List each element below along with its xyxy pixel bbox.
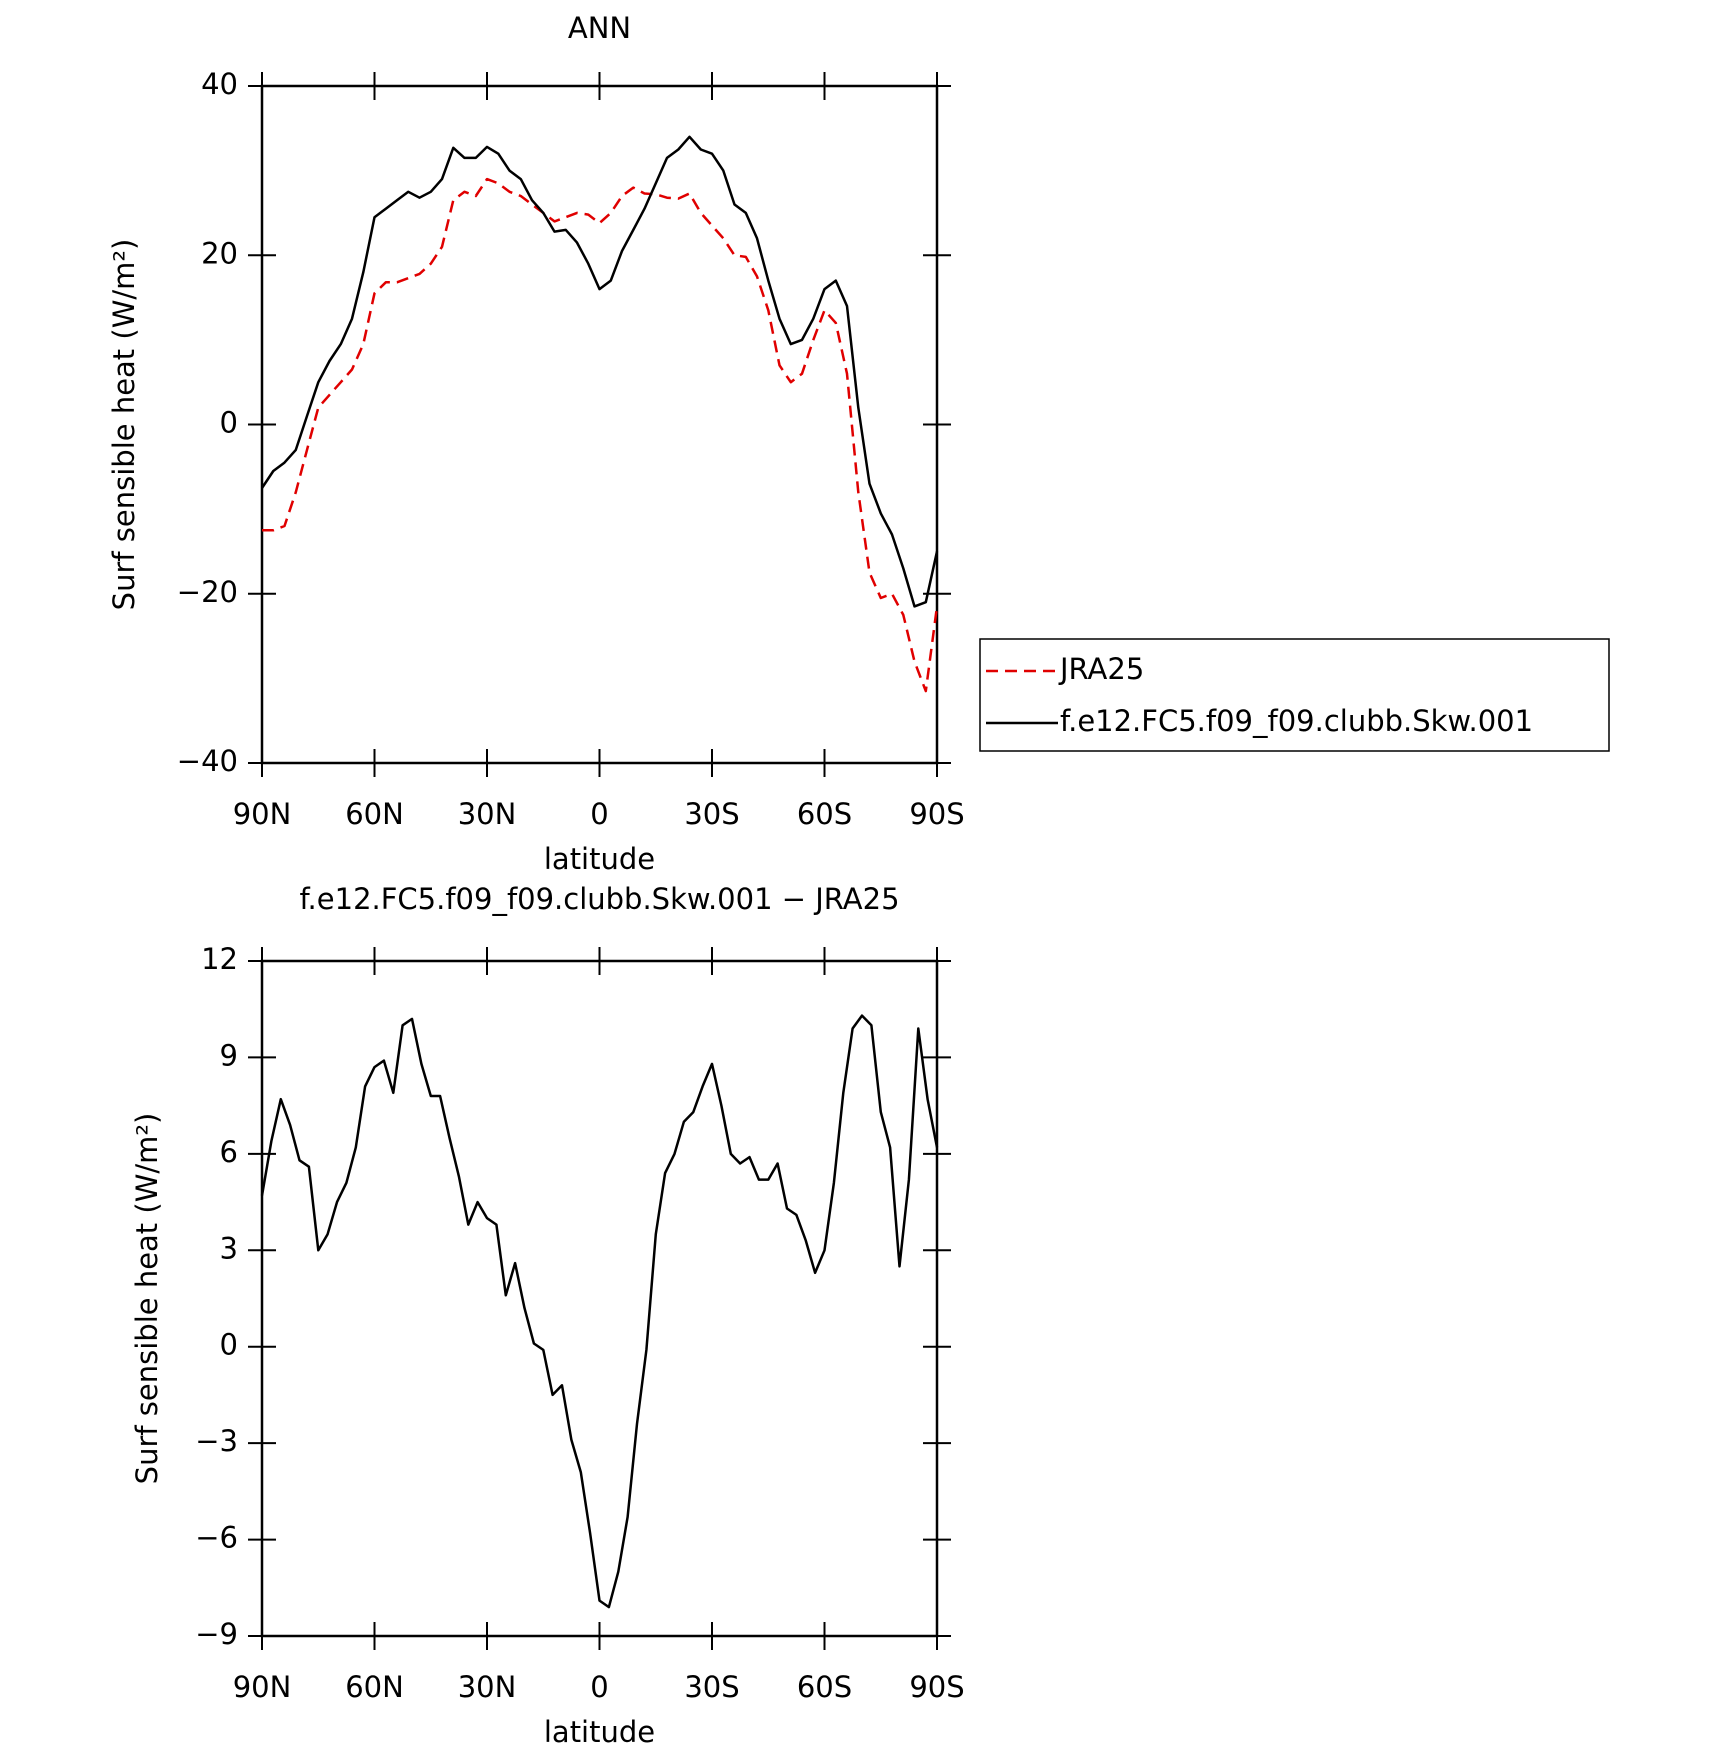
x-tick-label: 60S bbox=[797, 797, 852, 831]
plot-frame bbox=[260, 84, 939, 765]
y-axis-label: Surf sensible heat (W/m²) bbox=[107, 239, 141, 611]
y-tick-label: 20 bbox=[201, 236, 238, 270]
plot-frame bbox=[260, 959, 939, 1638]
x-axis-label: latitude bbox=[544, 1715, 655, 1745]
y-tick-label: −6 bbox=[195, 1521, 238, 1555]
legend-label: JRA25 bbox=[1058, 652, 1144, 686]
legend-label: f.e12.FC5.f09_f09.clubb.Skw.001 bbox=[1060, 704, 1533, 738]
y-tick-label: −40 bbox=[177, 744, 238, 778]
y-tick-label: −20 bbox=[177, 575, 238, 609]
x-tick-label: 30N bbox=[458, 1670, 517, 1704]
x-axis-label: latitude bbox=[544, 842, 655, 876]
y-tick-label: 12 bbox=[201, 942, 238, 976]
data-line bbox=[260, 135, 939, 608]
chart-title: ANN bbox=[568, 11, 631, 45]
y-tick-label: −9 bbox=[195, 1617, 238, 1651]
y-tick-label: 40 bbox=[201, 67, 238, 101]
y-tick-label: 0 bbox=[220, 406, 238, 440]
x-tick-label: 90S bbox=[909, 1670, 964, 1704]
chart-title: f.e12.FC5.f09_f09.clubb.Skw.001 − JRA25 bbox=[299, 882, 899, 916]
x-tick-label: 30N bbox=[458, 797, 517, 831]
x-tick-label: 0 bbox=[590, 1670, 608, 1704]
x-tick-label: 30S bbox=[684, 797, 739, 831]
x-tick-label: 90S bbox=[909, 797, 964, 831]
y-axis-label: Surf sensible heat (W/m²) bbox=[130, 1113, 164, 1485]
x-tick-label: 60S bbox=[797, 1670, 852, 1704]
x-tick-label: 90N bbox=[233, 797, 292, 831]
x-tick-label: 0 bbox=[590, 797, 608, 831]
x-tick-label: 60N bbox=[345, 797, 404, 831]
y-tick-label: 0 bbox=[220, 1328, 238, 1362]
data-line bbox=[262, 177, 939, 693]
y-tick-label: 6 bbox=[220, 1135, 238, 1169]
x-tick-label: 30S bbox=[684, 1670, 739, 1704]
y-tick-label: −3 bbox=[195, 1424, 238, 1458]
y-tick-label: 9 bbox=[220, 1038, 238, 1072]
legend-box bbox=[979, 638, 1610, 752]
data-line bbox=[260, 1014, 939, 1609]
y-tick-label: 3 bbox=[220, 1231, 238, 1265]
x-tick-label: 90N bbox=[233, 1670, 292, 1704]
x-tick-label: 60N bbox=[345, 1670, 404, 1704]
